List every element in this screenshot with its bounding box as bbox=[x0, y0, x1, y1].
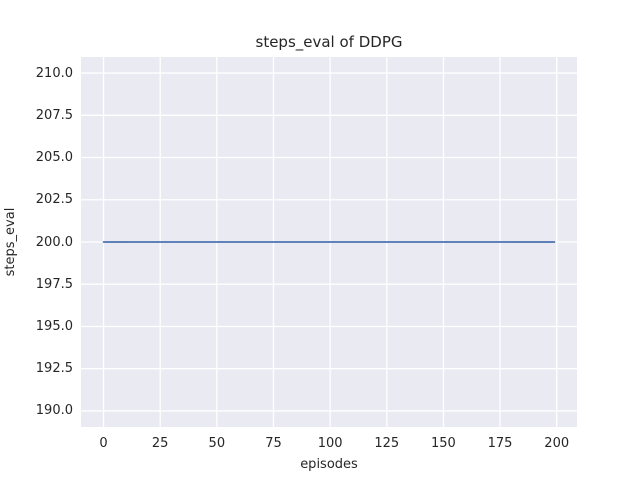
y-tick-label: 197.5 bbox=[35, 276, 73, 292]
x-tick-label: 50 bbox=[208, 436, 226, 451]
y-tick-label: 195.0 bbox=[35, 318, 73, 334]
y-tick-label: 202.5 bbox=[35, 192, 73, 208]
chart-title: steps_eval of DDPG bbox=[255, 33, 403, 51]
x-tick-label: 175 bbox=[487, 436, 513, 451]
y-tick-label: 200.0 bbox=[35, 234, 73, 250]
x-tick-label: 100 bbox=[317, 436, 343, 451]
x-tick-label: 25 bbox=[151, 436, 169, 451]
plot-canvas bbox=[81, 57, 577, 427]
y-tick-label: 190.0 bbox=[35, 403, 73, 419]
y-tick-label: 192.5 bbox=[35, 361, 73, 377]
x-tick-label: 0 bbox=[99, 436, 108, 451]
y-tick-label: 210.0 bbox=[35, 65, 73, 81]
x-tick-label: 200 bbox=[544, 436, 570, 451]
y-tick-label: 207.5 bbox=[35, 107, 73, 123]
x-tick-label: 125 bbox=[374, 436, 400, 451]
x-axis-label: episodes bbox=[300, 457, 358, 472]
plot-area bbox=[81, 57, 577, 427]
y-tick-label: 205.0 bbox=[35, 150, 73, 166]
x-tick-label: 75 bbox=[265, 436, 282, 451]
x-tick-label: 150 bbox=[431, 436, 456, 451]
